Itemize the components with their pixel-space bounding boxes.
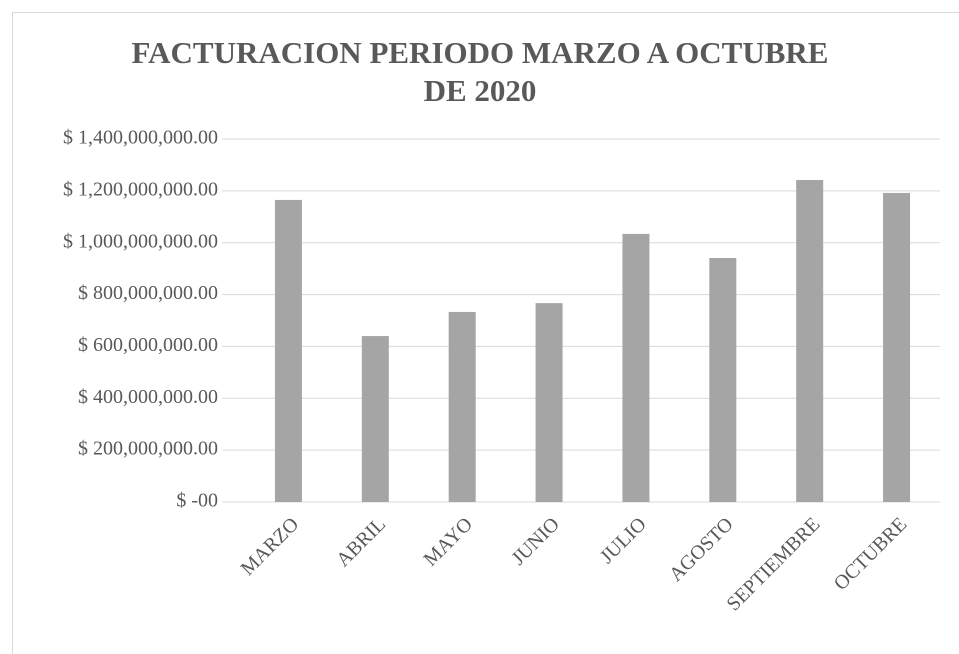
bar xyxy=(448,311,476,502)
bar xyxy=(622,233,650,503)
y-tick-label: $ -00 xyxy=(176,490,218,512)
bar xyxy=(274,199,302,503)
y-tick-label: $ 200,000,000.00 xyxy=(78,438,218,460)
bar xyxy=(796,179,824,502)
y-tick-label: $ 600,000,000.00 xyxy=(78,334,218,356)
x-tick-label: JULIO xyxy=(596,513,651,568)
chart-title: FACTURACION PERIODO MARZO A OCTUBRE DE 2… xyxy=(131,35,829,108)
bar xyxy=(535,303,563,502)
y-tick-label: $ 1,000,000,000.00 xyxy=(63,230,218,252)
x-tick-label: AGOSTO xyxy=(665,513,738,586)
x-tick-label: MAYO xyxy=(419,513,476,570)
x-tick-label: SEPTIEMBRE xyxy=(722,513,824,615)
bar xyxy=(709,258,737,502)
y-tick-label: $ 1,200,000,000.00 xyxy=(63,178,218,200)
y-tick-label: $ 800,000,000.00 xyxy=(78,282,218,304)
y-tick-label: $ 1,400,000,000.00 xyxy=(63,127,218,149)
x-tick-label: JUNIO xyxy=(507,513,563,569)
x-tick-label: MARZO xyxy=(237,513,304,580)
y-tick-label: $ 400,000,000.00 xyxy=(78,386,218,408)
x-tick-label: ABRIL xyxy=(332,513,390,571)
chart-frame xyxy=(12,12,959,654)
bar xyxy=(883,192,911,502)
bar xyxy=(361,336,389,502)
x-tick-label: OCTUBRE xyxy=(830,513,912,595)
